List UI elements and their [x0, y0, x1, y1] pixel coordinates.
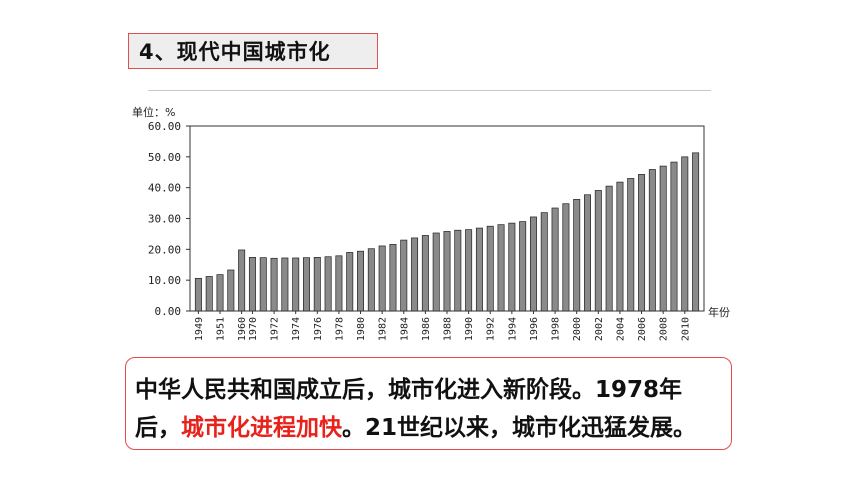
bar [465, 229, 473, 312]
x-tick-label: 1982 [378, 317, 389, 341]
x-tick-label: 1970 [248, 317, 259, 341]
y-tick-label: 60.00 [148, 120, 181, 133]
bar [475, 227, 483, 312]
x-tick-label: 1998 [551, 317, 562, 341]
caption-line-2: 后，城市化进程加快。21世纪以来，城市化迅猛发展。 [135, 408, 696, 442]
bar [400, 239, 408, 312]
bar [259, 257, 267, 312]
bar [227, 269, 235, 312]
x-tick-label: 1949 [194, 317, 205, 341]
bar [551, 207, 559, 312]
slide-title-box: 4、现代中国城市化 [128, 33, 378, 69]
y-tick-label: 30.00 [148, 213, 181, 226]
bar [529, 216, 537, 312]
bar [248, 257, 256, 312]
x-tick-label: 1980 [356, 317, 367, 341]
bar [508, 222, 516, 312]
y-tick-label: 50.00 [148, 151, 181, 164]
bar [238, 249, 246, 312]
slide-title: 4、现代中国城市化 [139, 40, 331, 64]
x-tick-label: 1992 [486, 317, 497, 341]
bar [432, 232, 440, 312]
caption-box: 中华人民共和国成立后，城市化进入新阶段。1978年 后，城市化进程加快。21世纪… [125, 357, 732, 450]
x-tick-label: 2004 [615, 317, 626, 341]
bar [281, 257, 289, 312]
bar [303, 257, 310, 312]
bar [335, 255, 343, 312]
bar [378, 245, 386, 312]
bar [270, 257, 278, 312]
x-tick-label: 1990 [464, 317, 475, 341]
x-tick-label: 1972 [270, 317, 281, 341]
bar [681, 156, 689, 312]
bar [573, 199, 581, 312]
bar [324, 256, 332, 312]
bar [584, 194, 591, 312]
y-tick-label: 10.00 [148, 274, 181, 287]
x-tick-label: 1996 [529, 317, 540, 341]
bar [594, 190, 602, 312]
bar [648, 169, 656, 312]
caption-line-1: 中华人民共和国成立后，城市化进入新阶段。1978年 [135, 377, 683, 403]
bar [562, 203, 570, 312]
x-tick-label: 2008 [659, 317, 670, 341]
bar [367, 248, 375, 312]
caption-line-2-post: 。21世纪以来，城市化迅猛发展。 [342, 415, 697, 441]
bar [346, 252, 354, 312]
x-tick-label: 1974 [291, 317, 302, 341]
bar [194, 277, 202, 312]
divider-line [148, 90, 711, 91]
bar [486, 225, 494, 312]
bar [605, 185, 613, 312]
bar [638, 174, 646, 312]
bar [540, 212, 548, 312]
y-tick-label: 20.00 [148, 243, 181, 256]
x-tick-label: 1984 [399, 317, 410, 341]
x-tick-label: 2006 [637, 317, 648, 341]
bar [659, 165, 667, 312]
x-tick-label: 1988 [443, 317, 454, 341]
x-tick-label: 2010 [680, 317, 691, 341]
bar [411, 237, 419, 312]
bar [497, 224, 505, 312]
x-tick-label: 1994 [507, 317, 518, 341]
bar [627, 178, 635, 312]
bar [616, 181, 624, 312]
bar [692, 152, 700, 312]
bar [421, 235, 429, 312]
bar [357, 250, 365, 312]
x-tick-label: 2002 [594, 317, 605, 341]
bar [389, 244, 397, 312]
x-tick-label: 1951 [216, 317, 227, 341]
caption-highlight: 城市化进程加快 [181, 415, 342, 441]
bar [205, 276, 213, 312]
y-tick-label: 40.00 [148, 182, 181, 195]
bar [670, 161, 678, 312]
bar [443, 231, 451, 312]
bar [454, 229, 462, 312]
bar [216, 274, 224, 312]
y-tick-label: 0.00 [155, 305, 182, 318]
x-tick-label: 1960 [237, 317, 248, 341]
x-tick-label: 1976 [313, 317, 324, 341]
bar [313, 257, 321, 312]
x-tick-label: 1978 [334, 317, 345, 341]
y-unit-label: 单位：% [132, 105, 175, 119]
bar [519, 221, 527, 312]
caption-line-2-pre: 后， [135, 415, 181, 441]
x-tick-label: 1986 [421, 317, 432, 341]
x-axis-label: 年份 [708, 305, 730, 319]
bar [292, 257, 300, 312]
x-tick-label: 2000 [572, 317, 583, 341]
